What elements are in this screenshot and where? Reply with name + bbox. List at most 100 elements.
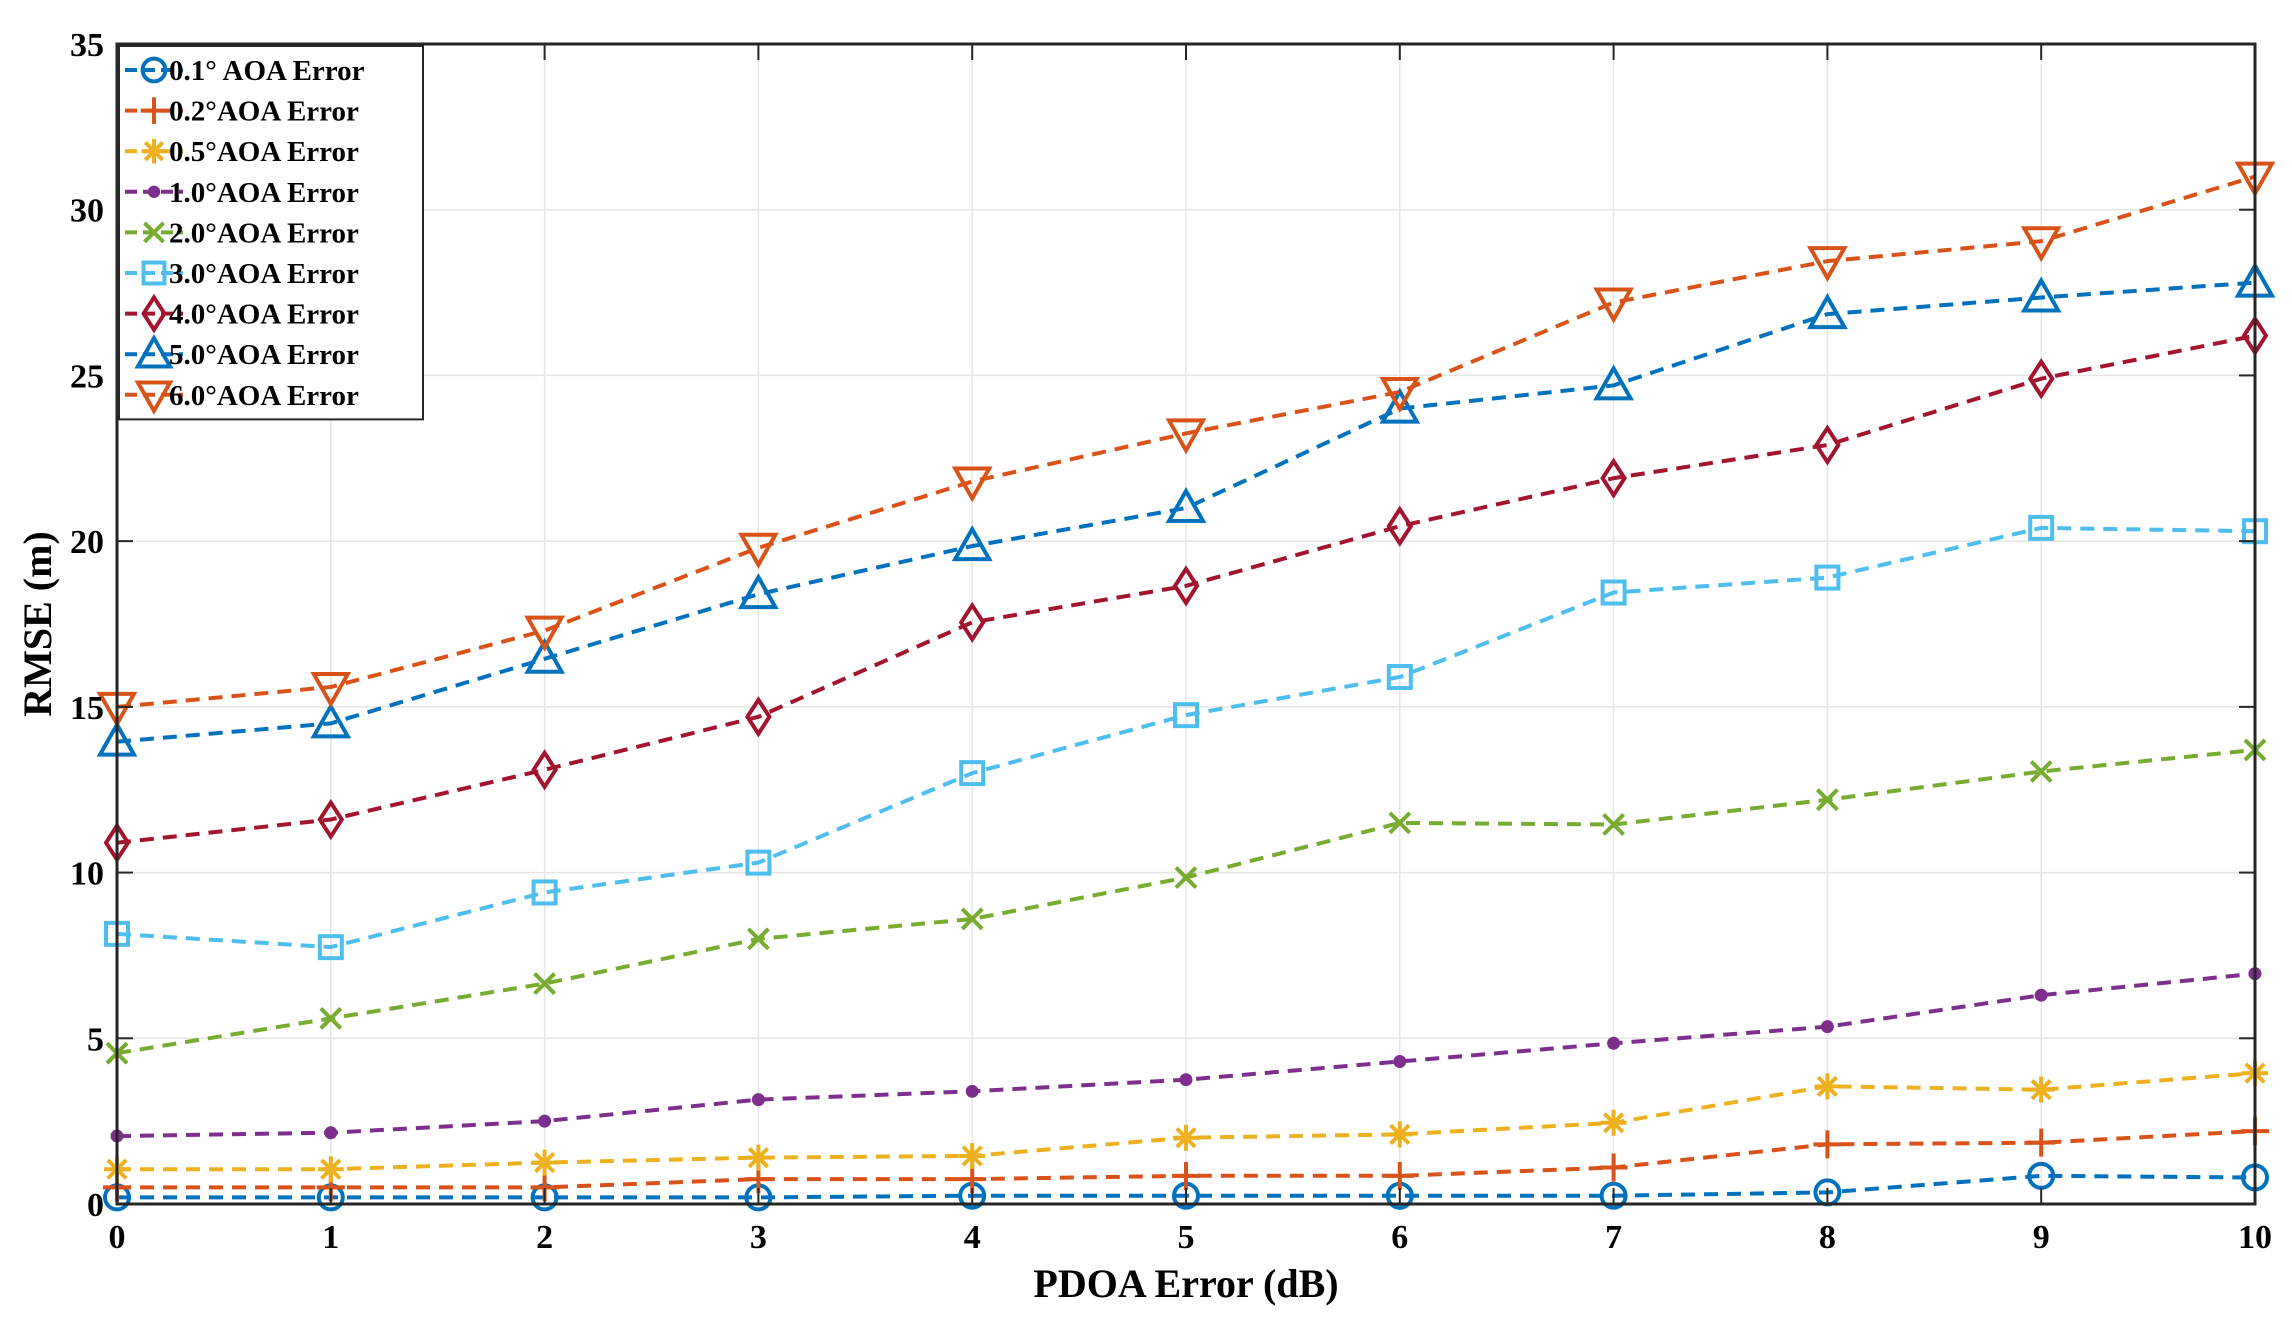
- data-point: [1172, 1161, 1200, 1190]
- legend-label: 1.0°AOA Error: [169, 177, 359, 209]
- series-line: [116, 333, 2256, 845]
- legend-marker: [134, 333, 174, 369]
- data-point: [1393, 1054, 1407, 1068]
- legend-marker: [141, 260, 167, 286]
- data-point: [959, 760, 986, 787]
- y-tick-label: 20: [70, 524, 104, 561]
- data-point: [324, 1126, 338, 1140]
- x-tick-label: 0: [109, 1219, 126, 1256]
- data-point: [1379, 377, 1421, 414]
- legend-item: 0.5°AOA Error: [125, 136, 359, 168]
- data-point: [1386, 664, 1413, 691]
- data-point: [1174, 866, 1198, 889]
- data-point: [1600, 457, 1627, 499]
- data-point: [745, 1144, 772, 1171]
- data-point: [531, 749, 558, 791]
- data-point: [1593, 364, 1635, 401]
- series-8: [96, 261, 2276, 757]
- data-point: [1593, 287, 1635, 324]
- data-point: [1599, 1181, 1628, 1210]
- data-point: [746, 927, 770, 951]
- data-point: [959, 1142, 986, 1169]
- data-point: [951, 466, 993, 503]
- x-tick-label: 5: [1178, 1219, 1195, 1256]
- data-point: [737, 532, 779, 569]
- y-axis-title: RMSE (m): [15, 531, 60, 717]
- data-point: [1165, 418, 1207, 455]
- data-point: [1385, 1161, 1414, 1190]
- x-tick-label: 7: [1605, 1219, 1622, 1256]
- data-point: [2028, 1076, 2055, 1103]
- legend-item: 0.1° AOA Error: [125, 55, 365, 87]
- series-line: [116, 525, 2256, 950]
- data-point: [1814, 1073, 1841, 1100]
- data-point: [1806, 293, 1848, 330]
- data-point: [745, 696, 772, 738]
- legend-item: 2.0°AOA Error: [125, 217, 359, 249]
- data-point: [1814, 564, 1841, 591]
- legend-label: 0.2°AOA Error: [169, 96, 359, 128]
- x-tick-label: 3: [750, 1219, 767, 1256]
- series-layer: [96, 161, 2276, 1212]
- data-point: [319, 1006, 343, 1030]
- legend-item: 1.0°AOA Error: [125, 177, 359, 209]
- data-point: [531, 1149, 558, 1176]
- data-point: [533, 972, 557, 996]
- data-point: [1600, 1109, 1627, 1136]
- data-point: [531, 879, 558, 906]
- legend-marker: [140, 97, 168, 124]
- data-point: [1379, 387, 1421, 424]
- x-axis-title: PDOA Error (dB): [1033, 1261, 1338, 1306]
- legend: 0.1° AOA Error 0.2°AOA Error 0.5°AOA Error…: [118, 45, 424, 421]
- legend-item: 6.0°AOA Error: [125, 380, 359, 416]
- data-point: [317, 1156, 344, 1183]
- legend-item: 4.0°AOA Error: [125, 293, 359, 334]
- data-point: [1599, 1153, 1628, 1182]
- x-tick-label: 10: [2238, 1219, 2272, 1256]
- y-tick-label: 10: [70, 856, 104, 893]
- data-point: [1165, 486, 1207, 523]
- legend-marker: [147, 185, 161, 199]
- data-point: [310, 671, 352, 709]
- data-point: [317, 798, 345, 841]
- data-point: [2034, 988, 2048, 1002]
- data-point: [2027, 1161, 2056, 1190]
- series-5: [105, 738, 2267, 1065]
- data-point: [2020, 276, 2062, 313]
- data-point: [524, 615, 566, 652]
- series-9: [96, 161, 2276, 728]
- y-tick-label: 15: [70, 690, 104, 727]
- series-7: [103, 314, 2269, 864]
- data-point: [1173, 1124, 1199, 1151]
- x-tick-label: 2: [536, 1219, 553, 1256]
- data-point: [951, 525, 993, 562]
- data-point: [524, 637, 566, 674]
- legend-item: 5.0°AOA Error: [125, 333, 359, 371]
- legend-label: 6.0°AOA Error: [169, 380, 359, 412]
- legend-marker: [141, 293, 167, 334]
- axis-ticks: 0 1 2 3 4 5 6 7 8 9 10 0 5 10 15 20 25 30 35: [70, 27, 2272, 1256]
- legend-label: 4.0°AOA Error: [169, 299, 359, 331]
- data-point: [745, 849, 772, 876]
- data-point: [1815, 788, 1839, 812]
- legend-item: 3.0°AOA Error: [125, 258, 359, 290]
- data-point: [1172, 565, 1200, 607]
- data-point: [737, 573, 779, 610]
- legend-marker: [140, 56, 168, 84]
- legend-label: 0.1° AOA Error: [169, 55, 365, 87]
- data-point: [751, 1093, 765, 1107]
- data-point: [1386, 1121, 1413, 1148]
- data-point: [1388, 811, 1412, 835]
- x-tick-label: 6: [1391, 1219, 1408, 1256]
- data-point: [1179, 1073, 1193, 1087]
- legend-marker: [141, 138, 167, 164]
- data-point: [960, 907, 984, 931]
- data-point: [2029, 760, 2053, 783]
- x-tick-label: 9: [2033, 1219, 2050, 1256]
- legend-label: 3.0°AOA Error: [169, 258, 359, 290]
- data-point: [1600, 579, 1627, 606]
- y-tick-label: 5: [87, 1021, 104, 1058]
- y-tick-label: 35: [70, 27, 104, 64]
- series-line: [116, 174, 2256, 709]
